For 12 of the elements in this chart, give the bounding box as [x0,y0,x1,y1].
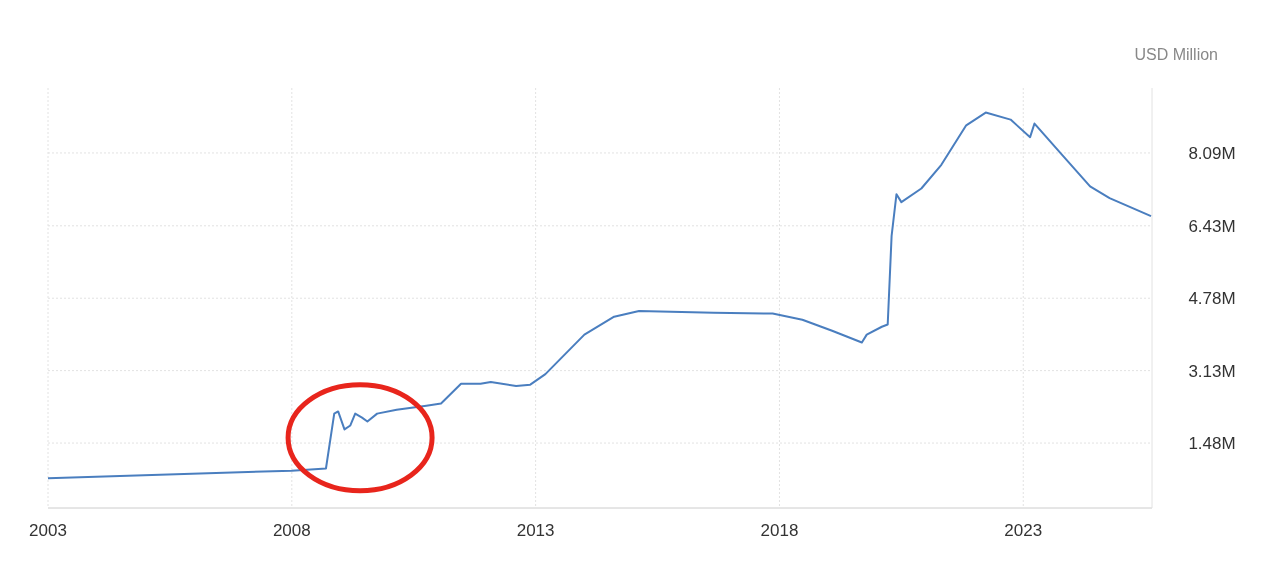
x-tick-label: 2018 [760,521,799,540]
y-tick-label: 4.78M [1188,289,1236,309]
y-tick-label: 1.48M [1188,434,1236,454]
y-tick-label: 8.09M [1188,143,1236,163]
x-tick-label: 2023 [1004,521,1043,540]
x-tick-label: 2013 [516,521,555,540]
x-tick-label: 2003 [29,521,67,540]
y-tick-label: 3.13M [1188,361,1236,381]
y-axis-title: USD Million [1134,46,1218,63]
y-tick-label: 6.43M [1188,216,1236,236]
line-series [47,111,1153,480]
x-tick-label: 2008 [272,521,311,540]
